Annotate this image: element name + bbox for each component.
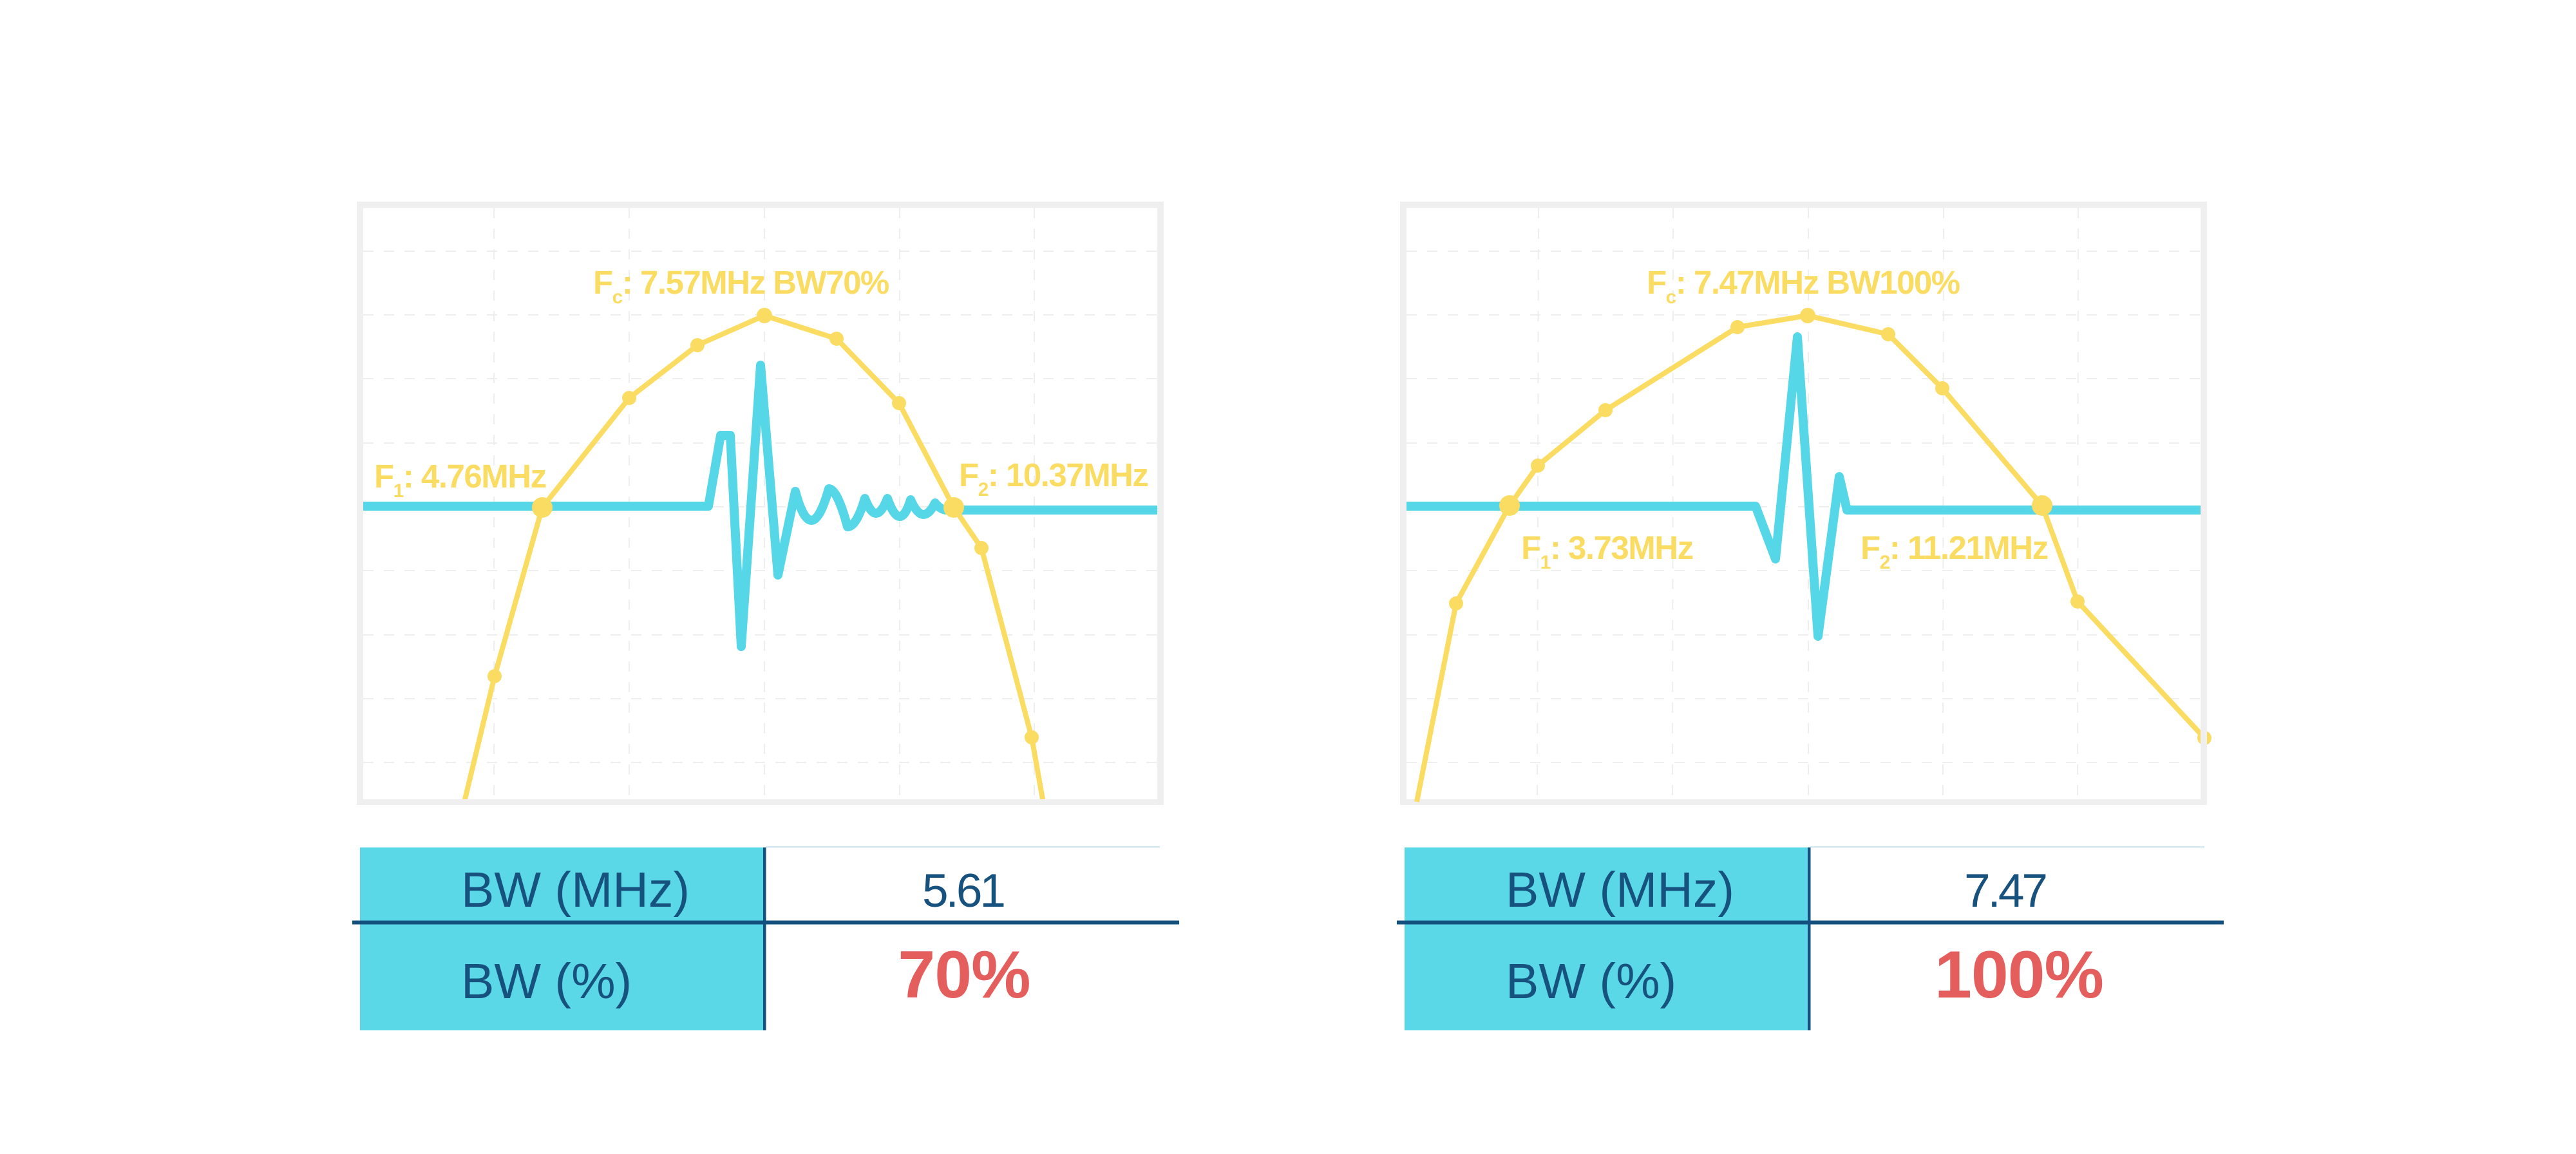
svg-text:BW (MHz): BW (MHz) — [461, 862, 690, 918]
svg-text:F1: 3.73MHz: F1: 3.73MHz — [1521, 529, 1693, 573]
svg-text:100%: 100% — [1935, 938, 2103, 1012]
svg-text:F2: 10.37MHz: F2: 10.37MHz — [959, 457, 1148, 500]
svg-text:7.47: 7.47 — [1964, 865, 2045, 917]
svg-text:Fc: 7.57MHz BW70%: Fc: 7.57MHz BW70% — [593, 264, 889, 308]
svg-text:F2: 11.21MHz: F2: 11.21MHz — [1861, 529, 2048, 573]
svg-text:70%: 70% — [898, 938, 1030, 1012]
svg-text:Fc: 7.47MHz BW100%: Fc: 7.47MHz BW100% — [1647, 264, 1960, 308]
svg-text:BW (%): BW (%) — [1506, 954, 1676, 1009]
svg-text:BW (%): BW (%) — [461, 954, 632, 1009]
svg-text:BW (MHz): BW (MHz) — [1506, 862, 1734, 918]
svg-text:5.61: 5.61 — [922, 865, 1004, 917]
svg-text:F1: 4.76MHz: F1: 4.76MHz — [374, 458, 546, 502]
